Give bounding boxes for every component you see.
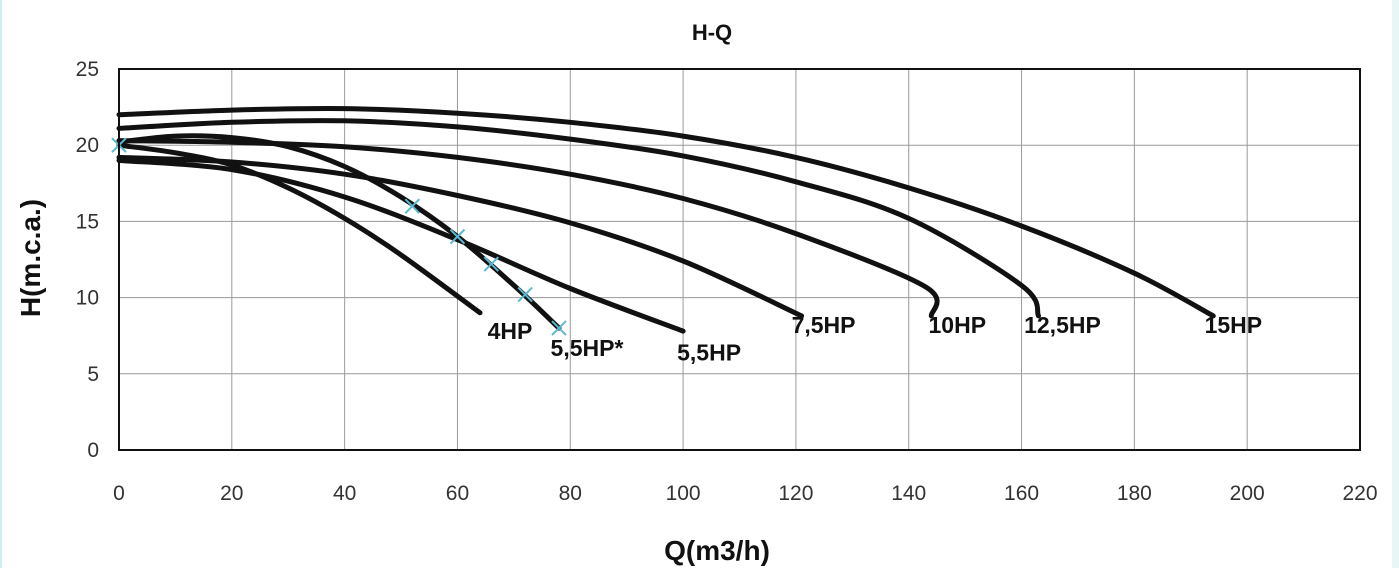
y-axis-label: H(m.c.a.) xyxy=(15,199,46,317)
y-tick-label: 5 xyxy=(87,363,99,386)
series-line-5-5hp xyxy=(116,157,686,334)
series-label-5-5hp: 5,5HP* xyxy=(551,335,624,361)
x-marker xyxy=(483,256,500,272)
grid xyxy=(118,68,1361,451)
series-line-10hp xyxy=(116,138,940,319)
series-label-15hp: 15HP xyxy=(1205,312,1263,338)
x-axis-label: Q(m3/h) xyxy=(664,535,770,566)
x-tick-label: 0 xyxy=(113,482,125,505)
plot-border xyxy=(118,68,1361,451)
series-line-15hp xyxy=(116,105,1216,319)
x-marker xyxy=(449,228,466,245)
series-labels: 4HP 5,5HP* 5,5HP 7,5HP 10HP 12,5HP 15HP xyxy=(488,312,1262,365)
chart-title: H-Q xyxy=(692,20,732,45)
markers xyxy=(111,137,567,336)
series-label-4hp: 4HP xyxy=(488,318,533,344)
x-tick-label: 80 xyxy=(559,482,582,505)
x-tick-label: 180 xyxy=(1117,482,1152,505)
x-tick-label: 220 xyxy=(1342,482,1377,505)
tick-labels: 0 20 40 60 80 100 120 140 160 180 200 220 0 5 10 15 20 25 xyxy=(76,58,1378,505)
series-line-7-5hp xyxy=(116,154,805,319)
x-tick-label: 200 xyxy=(1230,482,1265,505)
x-tick-label: 120 xyxy=(778,482,813,505)
series-label-12-5hp: 12,5HP xyxy=(1024,312,1101,338)
series-line-12-5hp xyxy=(116,118,1041,319)
y-tick-label: 15 xyxy=(76,210,99,233)
series-label-7-5hp: 7,5HP xyxy=(792,312,856,338)
series-line-4hp xyxy=(116,142,483,316)
y-tick-label: 25 xyxy=(76,58,99,81)
x-tick-label: 20 xyxy=(220,482,243,505)
x-tick-label: 100 xyxy=(666,482,701,505)
x-tick-label: 160 xyxy=(1004,482,1039,505)
y-tick-label: 10 xyxy=(76,287,99,310)
x-tick-label: 140 xyxy=(891,482,926,505)
x-tick-label: 60 xyxy=(446,482,469,505)
series-label-5-5hp: 5,5HP xyxy=(677,339,741,365)
y-tick-label: 20 xyxy=(76,134,99,157)
x-marker xyxy=(551,320,567,336)
x-tick-label: 40 xyxy=(333,482,356,505)
series-label-10hp: 10HP xyxy=(929,312,987,338)
y-tick-label: 0 xyxy=(87,439,99,462)
x-marker xyxy=(517,286,533,303)
x-marker xyxy=(404,198,421,214)
